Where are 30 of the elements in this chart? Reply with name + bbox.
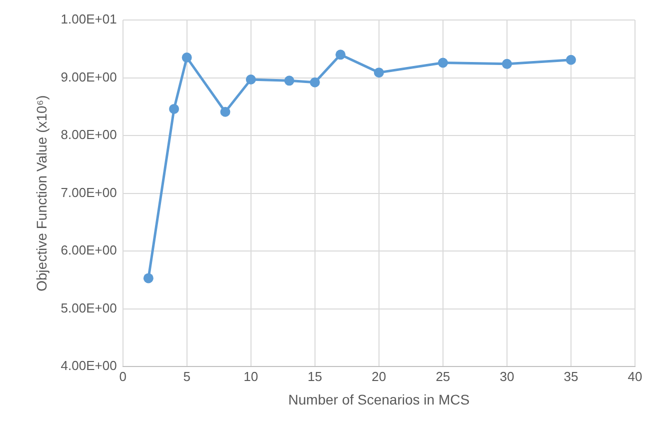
point	[310, 77, 320, 88]
x-axis-title: Number of Scenarios in MCS	[288, 391, 470, 408]
point	[143, 273, 154, 284]
point	[182, 52, 192, 63]
x-tick-label: 40	[628, 368, 642, 384]
y-axis-title: Objective Function Value (x10⁶)	[33, 95, 50, 292]
x-tick-label: 10	[244, 368, 258, 384]
y-tick-label: 4.00E+00	[60, 358, 117, 374]
x-tick-label: 20	[372, 368, 386, 384]
y-tick-label: 5.00E+00	[60, 300, 117, 316]
point	[336, 50, 346, 60]
x-tick-label: 35	[564, 368, 578, 384]
y-tick-label: 9.00E+00	[60, 69, 117, 84]
point	[246, 74, 256, 84]
y-tick-label: 7.00E+00	[60, 184, 117, 200]
y-tick-label: 6.00E+00	[60, 242, 117, 258]
x-tick-label: 5	[183, 368, 190, 384]
point	[374, 68, 384, 78]
point	[220, 106, 230, 117]
point	[502, 58, 512, 69]
point	[284, 76, 294, 86]
x-tick-label: 30	[500, 368, 514, 384]
x-tick-label: 25	[436, 368, 450, 384]
point	[566, 54, 576, 65]
x-tick-label: 0	[119, 368, 126, 384]
x-tick-label: 15	[308, 368, 322, 384]
point	[438, 58, 448, 68]
y-tick-label: 8.00E+00	[60, 127, 117, 142]
y-tick-label: 1.00E+01	[60, 12, 117, 27]
point	[169, 104, 180, 114]
